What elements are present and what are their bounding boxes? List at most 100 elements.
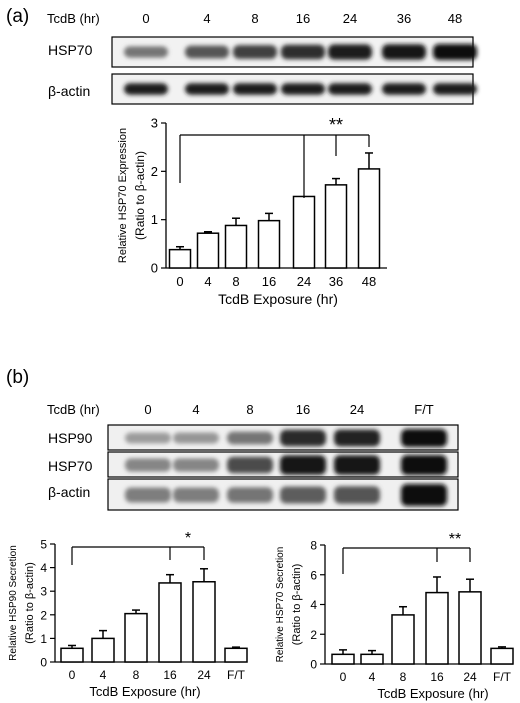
blot-band <box>401 455 447 475</box>
blot-b-row-actin-label: β-actin <box>48 484 90 500</box>
blot-lane-label: 24 <box>343 11 357 26</box>
blot-band <box>227 487 273 503</box>
blot-lane-label: 16 <box>296 11 310 26</box>
blot-band <box>382 44 426 60</box>
blot-a-hsp70-bands <box>124 44 477 60</box>
blot-lane-label: 8 <box>246 402 253 417</box>
blot-b-row-hsp70-label: HSP70 <box>48 458 93 474</box>
x-axis-label: TcdB Exposure (hr) <box>89 684 200 699</box>
y-tick-label: 4 <box>40 561 47 575</box>
blot-b-actin-bands <box>125 484 447 506</box>
blot-b-hsp90-bands <box>125 429 447 447</box>
bar <box>192 581 216 663</box>
blot-lane-label: 4 <box>192 402 199 417</box>
bar <box>331 653 355 665</box>
blot-band <box>433 44 477 60</box>
significance-marker: ** <box>449 531 461 548</box>
y-tick-label: 1 <box>40 632 47 646</box>
x-tick-label: 0 <box>69 668 76 682</box>
bar <box>60 647 84 663</box>
x-tick-label: 0 <box>176 274 183 289</box>
y-tick-label: 3 <box>151 116 158 131</box>
blot-a-row-hsp70-label: HSP70 <box>48 42 93 58</box>
x-tick-label: 4 <box>204 274 211 289</box>
y-axis-label-sub: (Ratio to β-actin) <box>133 151 147 240</box>
y-tick-label: 2 <box>310 628 317 642</box>
x-tick-label: 4 <box>100 668 107 682</box>
y-tick-label: 5 <box>40 538 47 552</box>
y-axis-label: Relative HSP70 Expression <box>117 128 129 263</box>
bar <box>196 232 220 269</box>
x-tick-label: 24 <box>463 670 477 684</box>
y-tick-label: 0 <box>40 656 47 670</box>
x-axis-label: TcdB Exposure (hr) <box>218 291 338 307</box>
blot-b-lane-header: TcdB (hr) <box>47 402 100 417</box>
blot-band <box>328 44 372 60</box>
bar <box>324 184 348 269</box>
bar <box>224 224 248 269</box>
blot-band <box>173 458 219 472</box>
blot-band <box>401 484 447 506</box>
blot-band <box>233 45 277 59</box>
blot-band <box>125 458 171 472</box>
bar <box>425 591 449 665</box>
y-axis-label: Relative HSP90 Secretion <box>8 545 19 661</box>
blot-band <box>124 83 168 95</box>
significance-marker: * <box>185 530 191 547</box>
x-tick-label: 16 <box>262 274 276 289</box>
blot-lane-label: 0 <box>144 402 151 417</box>
blot-band <box>125 432 171 444</box>
bar <box>360 653 384 665</box>
blot-b-row-hsp90-label: HSP90 <box>48 430 93 446</box>
blot-band <box>125 487 171 503</box>
x-tick-label: 24 <box>197 668 211 682</box>
blot-band <box>227 456 273 474</box>
y-tick-label: 0 <box>151 261 158 276</box>
y-axis-label-sub: (Ratio to β-actin) <box>24 562 36 644</box>
blot-b-hsp70-bands <box>125 455 447 475</box>
blot-band <box>280 455 326 475</box>
x-tick-label: 16 <box>163 668 177 682</box>
y-tick-label: 2 <box>40 608 47 622</box>
bar <box>292 195 316 269</box>
blot-band <box>124 46 168 58</box>
blot-band <box>185 83 229 95</box>
blot-a-lane-labels: 0 4 8 16 24 36 48 <box>142 11 462 26</box>
blot-b-lane-labels: 0 4 8 16 24 F/T <box>144 402 433 417</box>
blot-lane-label: F/T <box>414 402 434 417</box>
blot-band <box>233 83 277 95</box>
y-tick-label: 1 <box>151 212 158 227</box>
y-tick-label: 8 <box>310 539 317 553</box>
blot-band <box>281 44 325 60</box>
blot-band <box>401 429 447 447</box>
y-axis-label-sub: (Ratio to β-actin) <box>291 564 303 646</box>
y-tick-label: 6 <box>310 568 317 582</box>
blot-band <box>185 45 229 59</box>
blot-band <box>280 429 326 447</box>
bar <box>124 612 148 663</box>
blot-lane-label: 0 <box>142 11 149 26</box>
bar <box>224 647 248 663</box>
blot-band <box>382 83 426 95</box>
bar <box>158 582 182 663</box>
x-tick-label: 16 <box>430 670 444 684</box>
blot-band <box>334 455 380 475</box>
x-tick-label: 36 <box>329 274 343 289</box>
blot-band <box>281 83 325 95</box>
bar <box>490 647 514 665</box>
x-axis-label: TcdB Exposure (hr) <box>377 686 488 701</box>
blot-lane-label: 8 <box>251 11 258 26</box>
blot-lane-label: 24 <box>350 402 364 417</box>
panel-a-label: (a) <box>6 6 29 27</box>
y-tick-label: 4 <box>310 598 317 612</box>
blot-lane-label: 36 <box>397 11 411 26</box>
blot-a-actin-bands <box>124 83 477 95</box>
bar <box>458 591 482 665</box>
bar <box>257 219 281 269</box>
y-axis-label: Relative HSP70 Secretion <box>275 547 286 663</box>
blot-band <box>334 486 380 504</box>
bar <box>91 637 115 663</box>
blot-a-row-actin-label: β-actin <box>48 83 90 99</box>
blot-lane-label: 16 <box>296 402 310 417</box>
